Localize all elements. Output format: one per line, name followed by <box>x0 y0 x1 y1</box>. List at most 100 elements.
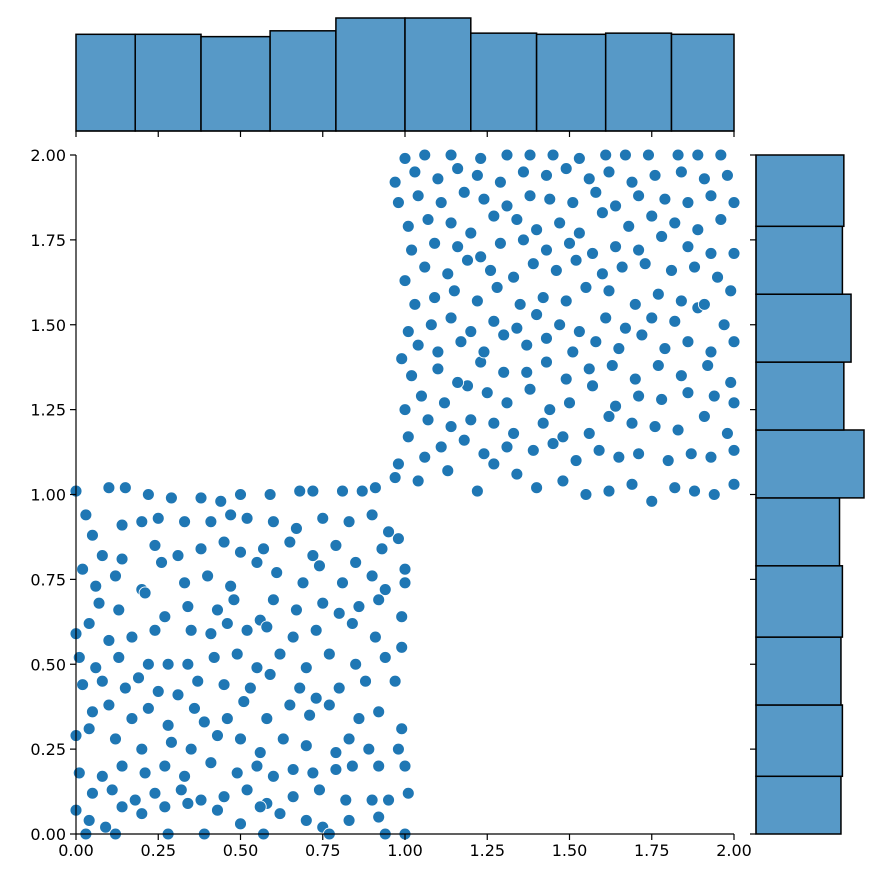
scatter-point <box>138 766 152 780</box>
scatter-point <box>540 331 553 345</box>
scatter-point <box>727 477 741 491</box>
scatter-point <box>500 440 514 454</box>
scatter-point <box>148 623 162 637</box>
scatter-point <box>549 263 563 277</box>
scatter-point <box>401 430 415 444</box>
scatter-point <box>355 484 369 498</box>
scatter-point <box>609 399 623 413</box>
scatter-point <box>697 409 711 423</box>
scatter-point <box>411 189 425 203</box>
x-tick-label: 1.50 <box>552 841 588 860</box>
scatter-point <box>464 413 478 427</box>
scatter-point <box>618 321 632 335</box>
scatter-point <box>428 236 442 250</box>
scatter-point <box>582 426 596 440</box>
scatter-point <box>569 454 583 467</box>
scatter-point <box>405 369 419 383</box>
scatter-point <box>487 416 501 430</box>
scatter-point <box>707 488 721 501</box>
scatter-point <box>704 345 718 359</box>
scatter-point <box>207 651 221 664</box>
y-tick-label: 1.50 <box>30 316 66 335</box>
scatter-point <box>332 606 346 620</box>
scatter-point <box>605 359 619 372</box>
scatter-point <box>309 623 323 637</box>
scatter-point <box>612 450 626 464</box>
scatter-point <box>270 566 284 580</box>
scatter-point <box>563 396 576 410</box>
scatter-point <box>625 477 639 491</box>
scatter-point <box>250 759 264 773</box>
scatter-point <box>701 359 715 372</box>
scatter-point <box>220 617 234 630</box>
scatter-point <box>536 291 550 305</box>
scatter-point <box>388 471 402 484</box>
x-tick-label: 1.75 <box>634 841 670 860</box>
scatter-point <box>589 335 603 349</box>
scatter-point <box>572 325 586 338</box>
scatter-point <box>595 206 609 220</box>
scatter-point <box>299 813 313 827</box>
scatter-point <box>148 538 162 552</box>
x-hist-bar <box>200 35 271 132</box>
scatter-point <box>628 372 642 386</box>
y-tick-label: 0.25 <box>30 740 66 759</box>
scatter-point <box>474 151 488 165</box>
scatter-point <box>470 294 484 308</box>
scatter-point <box>520 338 534 352</box>
x-marginal-histogram <box>75 17 735 137</box>
scatter-point <box>668 314 682 328</box>
scatter-point <box>76 678 90 692</box>
scatter-point <box>391 196 405 209</box>
scatter-point <box>490 280 504 294</box>
y-tick-label: 0.00 <box>30 825 66 844</box>
scatter-point <box>250 555 264 569</box>
scatter-point <box>82 617 96 630</box>
scatter-point <box>632 389 646 403</box>
scatter-point <box>530 308 544 322</box>
y-hist-bar <box>755 154 845 228</box>
scatter-point <box>507 270 521 284</box>
scatter-point <box>352 600 366 613</box>
scatter-point <box>260 620 274 634</box>
scatter-point <box>395 640 409 654</box>
scatter-point <box>352 712 366 726</box>
scatter-point <box>171 688 185 702</box>
scatter-point <box>704 247 718 260</box>
x-hist-bar <box>134 33 202 132</box>
y-hist-bar <box>755 636 842 706</box>
scatter-point <box>474 250 488 264</box>
x-tick-label: 0.75 <box>305 841 341 860</box>
scatter-point <box>286 790 300 804</box>
scatter-point <box>276 732 290 746</box>
scatter-point <box>556 430 570 444</box>
scatter-point <box>79 508 93 522</box>
scatter-point <box>161 657 175 671</box>
scatter-point <box>431 362 445 376</box>
scatter-point <box>401 786 415 800</box>
scatter-point <box>720 168 734 182</box>
scatter-point <box>684 447 698 461</box>
scatter-point <box>530 481 544 495</box>
scatter-point <box>556 474 570 488</box>
scatter-point <box>464 226 478 240</box>
scatter-point <box>378 651 392 664</box>
scatter-point <box>464 325 478 338</box>
scatter-point <box>339 793 353 807</box>
scatter-point <box>299 661 313 675</box>
scatter-point <box>572 151 586 165</box>
x-hist-bar <box>670 33 735 132</box>
scatter-point <box>582 362 596 376</box>
scatter-point <box>197 715 211 729</box>
scatter-point <box>260 712 274 726</box>
scatter-point <box>444 420 458 434</box>
scatter-point <box>457 433 471 447</box>
scatter-point <box>609 199 623 213</box>
scatter-point <box>540 243 553 257</box>
scatter-point <box>263 488 277 501</box>
scatter-point <box>345 617 359 630</box>
scatter-point <box>148 786 162 800</box>
y-tick-label: 1.25 <box>30 401 66 420</box>
x-tick-label: 2.00 <box>716 841 752 860</box>
